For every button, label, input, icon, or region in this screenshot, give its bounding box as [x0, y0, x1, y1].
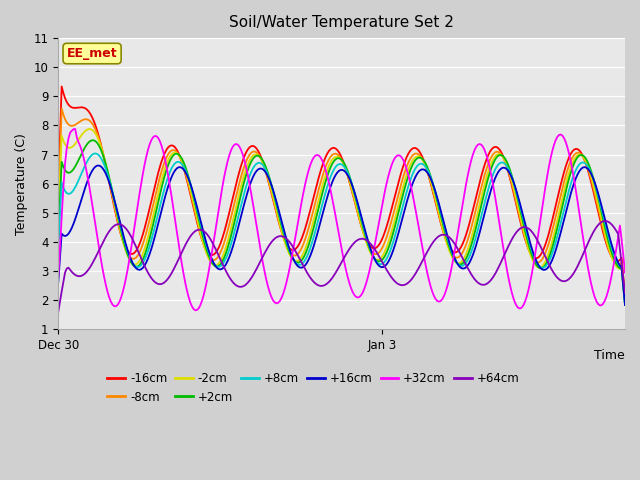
Legend: -16cm, -8cm, -2cm, +2cm, +8cm, +16cm, +32cm, +64cm: -16cm, -8cm, -2cm, +2cm, +8cm, +16cm, +3… [103, 367, 524, 408]
Title: Soil/Water Temperature Set 2: Soil/Water Temperature Set 2 [229, 15, 454, 30]
Text: Time: Time [595, 349, 625, 362]
Y-axis label: Temperature (C): Temperature (C) [15, 132, 28, 235]
Text: EE_met: EE_met [67, 47, 117, 60]
